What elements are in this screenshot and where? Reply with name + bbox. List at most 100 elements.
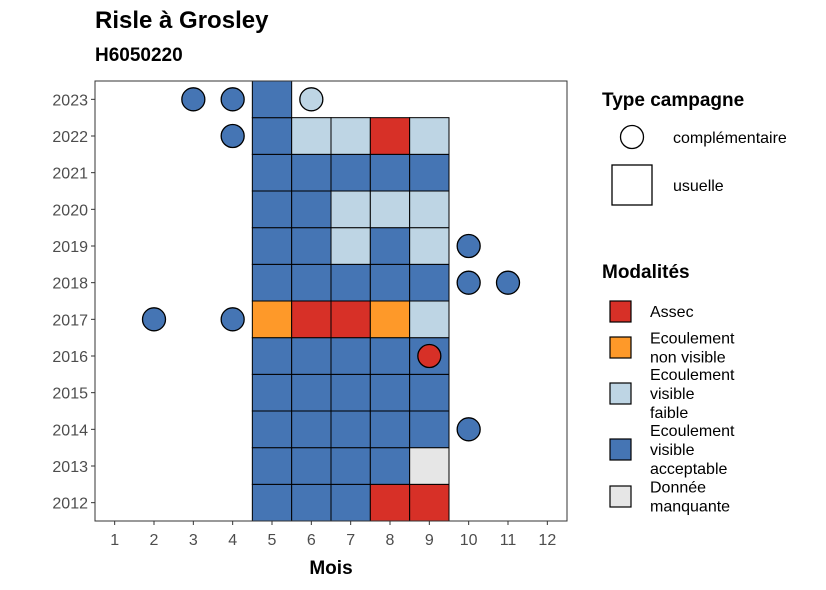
y-tick-label-2022: 2022 xyxy=(52,129,88,146)
cell-2022-9 xyxy=(409,117,450,155)
cell-2020-9 xyxy=(409,190,450,229)
legend-circle-icon xyxy=(619,124,645,150)
cell-2020-8 xyxy=(369,190,411,229)
cell-2019-8 xyxy=(369,227,411,265)
cell-2012-9 xyxy=(409,483,450,522)
legend-modalites-title: Modalités xyxy=(602,262,690,283)
cell-2018-6 xyxy=(291,263,332,302)
cell-2022-8 xyxy=(369,117,411,155)
cell-2018-9 xyxy=(409,263,450,302)
chart-title: Risle à Grosley xyxy=(95,7,269,34)
x-tick-label-5: 5 xyxy=(268,532,277,549)
point-2016-9 xyxy=(417,343,442,369)
cell-2017-9 xyxy=(409,300,450,339)
cell-2014-7 xyxy=(330,410,371,449)
cell-2016-6 xyxy=(291,337,332,375)
point-2023-4 xyxy=(220,87,245,112)
cell-2014-8 xyxy=(369,410,411,449)
x-tick-label-11: 11 xyxy=(500,532,517,549)
cell-2015-9 xyxy=(409,373,450,412)
cell-2019-7 xyxy=(330,227,371,265)
cell-2020-7 xyxy=(330,190,371,229)
cell-2020-5 xyxy=(251,190,293,229)
legend-campagne-complementaire: complémentaire xyxy=(673,130,787,147)
x-tick-label-9: 9 xyxy=(425,532,434,549)
cell-2016-5 xyxy=(251,337,293,375)
y-tick-label-2015: 2015 xyxy=(52,386,88,403)
point-2018-11 xyxy=(495,270,521,295)
x-tick-label-12: 12 xyxy=(538,532,556,549)
cell-2021-5 xyxy=(251,153,293,192)
legend-swatch-assec xyxy=(609,300,632,323)
x-tick-label-10: 10 xyxy=(460,532,478,549)
x-tick-label-6: 6 xyxy=(307,532,316,549)
legend-swatch-faible xyxy=(609,382,632,405)
point-2014-10 xyxy=(456,417,481,442)
chart-subtitle: H6050220 xyxy=(95,45,183,66)
cell-2013-6 xyxy=(291,447,332,485)
cell-2015-8 xyxy=(369,373,411,412)
x-tick-label-3: 3 xyxy=(189,532,198,549)
legend-label-assec: Assec xyxy=(650,304,694,321)
complementary-campaign-points xyxy=(141,87,521,442)
cell-2018-8 xyxy=(369,263,411,302)
cell-2013-7 xyxy=(330,447,371,485)
cell-2013-8 xyxy=(369,447,411,485)
cell-2012-5 xyxy=(251,483,293,522)
legend-campagne-usuelle: usuelle xyxy=(673,178,724,195)
x-tick-label-2: 2 xyxy=(150,532,159,549)
cell-2022-5 xyxy=(251,117,293,155)
cell-2014-6 xyxy=(291,410,332,449)
legend-square-icon xyxy=(611,164,653,206)
cell-2012-8 xyxy=(369,483,411,522)
cell-2013-9 xyxy=(409,447,450,485)
y-tick-label-2021: 2021 xyxy=(52,166,88,183)
point-2018-10 xyxy=(456,270,481,295)
cell-2016-7 xyxy=(330,337,371,375)
y-tick-label-2020: 2020 xyxy=(52,202,88,219)
x-axis-label: Mois xyxy=(309,558,352,579)
cell-2013-5 xyxy=(251,447,293,485)
cell-2021-6 xyxy=(291,153,332,192)
y-tick-label-2023: 2023 xyxy=(52,92,88,109)
y-tick-label-2012: 2012 xyxy=(52,496,88,513)
legend-label-manquante: Donnée manquante xyxy=(650,480,730,516)
point-2017-4 xyxy=(220,307,245,332)
legend-campagne-title: Type campagne xyxy=(602,90,744,111)
cell-2021-7 xyxy=(330,153,371,192)
point-2019-10 xyxy=(456,233,481,259)
usual-campaign-cells xyxy=(251,80,450,522)
cell-2015-5 xyxy=(251,373,293,412)
cell-2017-8 xyxy=(369,300,411,339)
legend-swatch-manquante xyxy=(609,485,632,508)
x-tick-label-8: 8 xyxy=(386,532,395,549)
y-tick-label-2013: 2013 xyxy=(52,459,88,476)
legend-swatch-acceptable xyxy=(609,438,632,461)
cell-2021-8 xyxy=(369,153,411,192)
y-tick-label-2019: 2019 xyxy=(52,239,88,256)
cell-2015-6 xyxy=(291,373,332,412)
legend-label-nonvisible: Ecoulement non visible xyxy=(650,331,735,367)
x-tick-label-1: 1 xyxy=(110,532,119,549)
y-tick-label-2017: 2017 xyxy=(52,312,88,329)
legend-swatch-nonvisible xyxy=(609,336,632,359)
cell-2019-6 xyxy=(291,227,332,265)
x-tick-label-7: 7 xyxy=(346,532,355,549)
cell-2019-5 xyxy=(251,227,293,265)
legend-campagne: Type campagne complémentaire usuelle xyxy=(602,90,787,206)
cell-2022-7 xyxy=(330,117,371,155)
x-axis: 1 2 3 4 5 6 7 8 9 10 11 12 xyxy=(110,521,556,549)
y-tick-label-2016: 2016 xyxy=(52,349,88,366)
cell-2012-7 xyxy=(330,483,371,522)
point-2022-4 xyxy=(220,123,245,149)
point-2023-6 xyxy=(299,87,324,112)
cell-2016-8 xyxy=(369,337,411,375)
cell-2014-5 xyxy=(251,410,293,449)
cell-2014-9 xyxy=(409,410,450,449)
cell-2012-6 xyxy=(291,483,332,522)
cell-2023-5 xyxy=(251,80,293,119)
y-axis: 2012 2013 2014 2015 2016 2017 2018 2019 2020 2021… xyxy=(52,92,95,513)
cell-2017-7 xyxy=(330,300,371,339)
legend-label-faible: Ecoulement visible faible xyxy=(650,367,735,422)
